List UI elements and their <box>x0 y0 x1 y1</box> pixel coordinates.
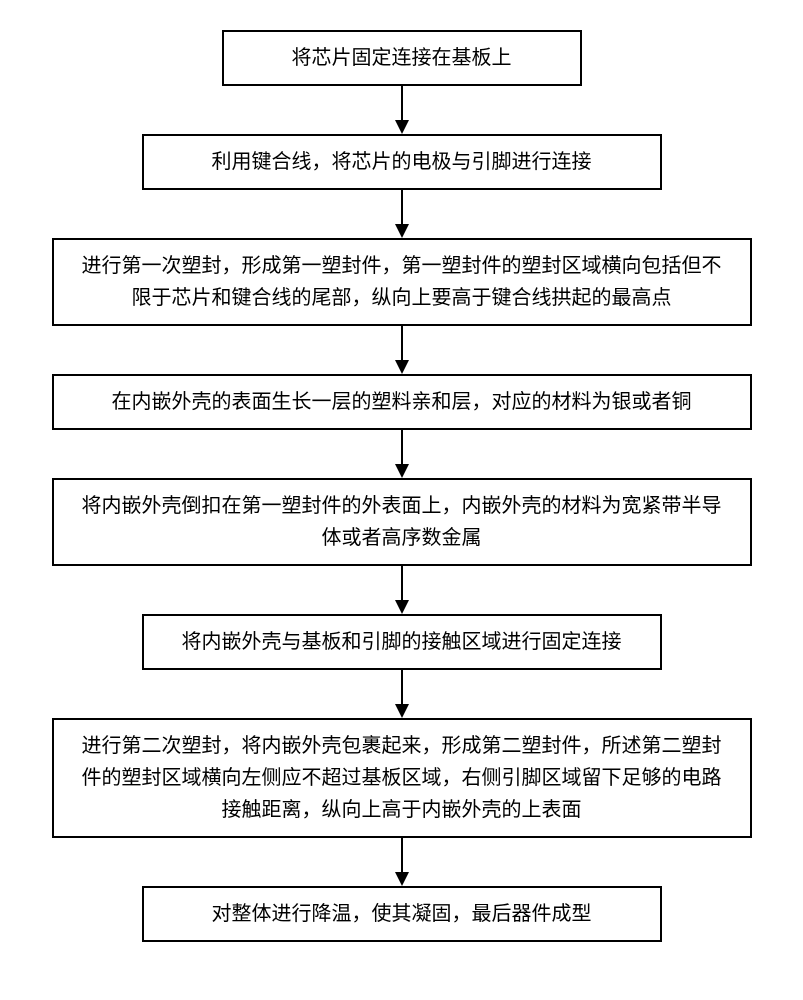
arrow-1 <box>0 86 803 134</box>
step-7-text: 进行第二次塑封，将内嵌外壳包裹起来，形成第二塑封件，所述第二塑封件的塑封区域横向… <box>78 730 726 826</box>
step-8-box: 对整体进行降温，使其凝固，最后器件成型 <box>142 886 662 942</box>
arrow-3 <box>0 326 803 374</box>
step-3-text: 进行第一次塑封，形成第一塑封件，第一塑封件的塑封区域横向包括但不限于芯片和键合线… <box>78 250 726 314</box>
arrow-2 <box>0 190 803 238</box>
step-5-text: 将内嵌外壳倒扣在第一塑封件的外表面上，内嵌外壳的材料为宽紧带半导体或者高序数金属 <box>78 490 726 554</box>
step-2-text: 利用键合线，将芯片的电极与引脚进行连接 <box>212 146 592 178</box>
step-6-text: 将内嵌外壳与基板和引脚的接触区域进行固定连接 <box>182 626 622 658</box>
step-4-text: 在内嵌外壳的表面生长一层的塑料亲和层，对应的材料为银或者铜 <box>112 386 692 418</box>
step-4-box: 在内嵌外壳的表面生长一层的塑料亲和层，对应的材料为银或者铜 <box>52 374 752 430</box>
arrow-5 <box>0 566 803 614</box>
step-3-box: 进行第一次塑封，形成第一塑封件，第一塑封件的塑封区域横向包括但不限于芯片和键合线… <box>52 238 752 326</box>
arrow-7 <box>0 838 803 886</box>
arrow-4 <box>0 430 803 478</box>
step-7-box: 进行第二次塑封，将内嵌外壳包裹起来，形成第二塑封件，所述第二塑封件的塑封区域横向… <box>52 718 752 838</box>
arrow-6 <box>0 670 803 718</box>
step-5-box: 将内嵌外壳倒扣在第一塑封件的外表面上，内嵌外壳的材料为宽紧带半导体或者高序数金属 <box>52 478 752 566</box>
step-6-box: 将内嵌外壳与基板和引脚的接触区域进行固定连接 <box>142 614 662 670</box>
step-1-box: 将芯片固定连接在基板上 <box>222 30 582 86</box>
step-2-box: 利用键合线，将芯片的电极与引脚进行连接 <box>142 134 662 190</box>
step-1-text: 将芯片固定连接在基板上 <box>292 42 512 74</box>
step-8-text: 对整体进行降温，使其凝固，最后器件成型 <box>212 898 592 930</box>
flowchart-container: 将芯片固定连接在基板上 利用键合线，将芯片的电极与引脚进行连接 进行第一次塑封，… <box>0 0 803 1000</box>
